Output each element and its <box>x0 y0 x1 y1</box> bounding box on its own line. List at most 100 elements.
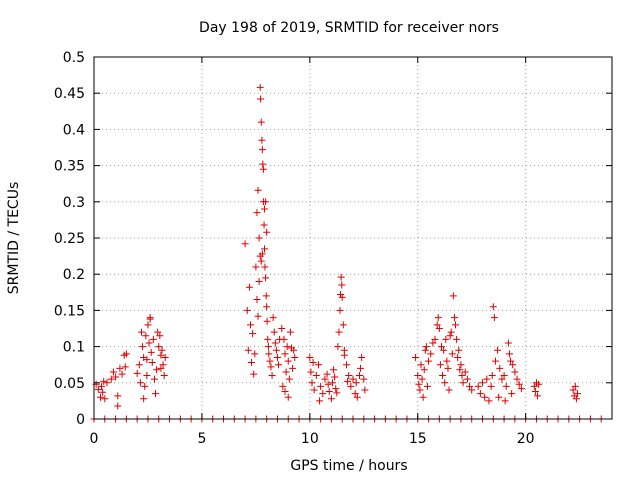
y-tick-label: 0.35 <box>54 159 85 175</box>
data-point <box>114 392 122 400</box>
data-point <box>500 372 508 380</box>
data-point <box>246 321 254 329</box>
data-point <box>258 250 266 258</box>
y-tick-label: 0.2 <box>63 267 85 283</box>
data-point <box>491 357 499 365</box>
data-point <box>445 386 453 394</box>
data-point <box>263 303 271 311</box>
data-point <box>435 325 443 332</box>
data-point <box>258 146 266 154</box>
data-point <box>258 136 266 144</box>
data-point <box>155 343 163 351</box>
data-point <box>308 379 316 387</box>
data-point <box>253 296 261 304</box>
data-point <box>572 395 580 403</box>
y-axis-title: SRMTID / TECUs <box>6 182 22 295</box>
data-point <box>262 292 270 300</box>
x-tick-label: 10 <box>301 431 319 447</box>
data-point <box>283 343 291 351</box>
data-point <box>483 375 491 383</box>
data-point <box>136 379 144 387</box>
data-point <box>440 346 448 354</box>
data-point <box>331 373 339 381</box>
data-point <box>107 375 115 383</box>
data-point <box>327 395 335 403</box>
data-point <box>241 240 249 248</box>
data-point <box>443 357 451 365</box>
data-point <box>244 346 252 354</box>
data-point <box>476 390 484 398</box>
x-tick-label: 5 <box>197 431 206 447</box>
data-point <box>249 330 257 338</box>
data-point <box>252 263 260 271</box>
data-point <box>487 382 495 390</box>
data-point <box>415 380 423 388</box>
data-point <box>324 380 332 388</box>
data-point <box>140 395 148 403</box>
data-point <box>513 375 521 383</box>
data-point <box>112 373 120 381</box>
data-point <box>412 353 420 361</box>
data-point <box>515 380 523 388</box>
data-point <box>454 353 462 361</box>
data-point <box>325 387 333 395</box>
data-point <box>420 366 428 374</box>
data-point <box>312 372 320 380</box>
data-point <box>156 332 164 340</box>
data-point <box>417 361 425 369</box>
data-point <box>427 350 435 358</box>
data-point <box>99 388 107 396</box>
data-point <box>452 321 460 329</box>
data-point <box>333 389 341 397</box>
data-point <box>261 263 269 271</box>
data-point <box>143 372 151 380</box>
data-point <box>569 386 577 394</box>
data-point <box>495 393 503 401</box>
data-point <box>444 364 452 372</box>
data-point <box>263 228 271 236</box>
data-point <box>353 393 361 401</box>
data-point <box>502 382 510 390</box>
data-point <box>259 160 267 168</box>
data-point <box>161 353 169 361</box>
data-point <box>157 351 165 359</box>
y-tick-label: 0.25 <box>54 231 85 247</box>
data-point <box>116 364 124 372</box>
data-point <box>306 353 314 361</box>
data-point <box>352 379 360 387</box>
data-point <box>335 328 343 336</box>
data-point <box>103 379 111 387</box>
data-point <box>334 343 342 351</box>
data-point <box>255 234 263 242</box>
data-point <box>414 372 422 380</box>
data-point <box>501 397 509 405</box>
data-point <box>530 382 538 390</box>
data-point <box>144 321 152 329</box>
data-point <box>100 377 108 385</box>
data-point <box>280 335 288 343</box>
x-tick-label: 20 <box>517 431 535 447</box>
data-point <box>479 379 486 387</box>
data-point <box>284 393 292 401</box>
data-point <box>154 328 162 336</box>
data-point <box>340 351 348 359</box>
data-point <box>494 346 502 354</box>
data-point <box>336 290 344 298</box>
data-point <box>436 361 444 369</box>
data-point <box>425 357 433 365</box>
data-point <box>508 390 516 398</box>
data-point <box>416 386 424 394</box>
data-point <box>262 274 270 282</box>
data-point <box>419 393 427 401</box>
data-point <box>349 375 357 383</box>
data-point <box>157 364 165 372</box>
data-point <box>133 369 141 377</box>
data-point <box>146 315 154 323</box>
data-point <box>339 321 347 329</box>
data-point <box>437 343 445 351</box>
data-point <box>321 375 329 383</box>
y-tick-labels: 0 0.05 0.1 0.15 0.2 0.25 0.3 0.35 0.4 0.45 0.5 <box>54 50 85 428</box>
y-tick-label: 0.5 <box>63 50 85 66</box>
data-point <box>264 335 272 343</box>
